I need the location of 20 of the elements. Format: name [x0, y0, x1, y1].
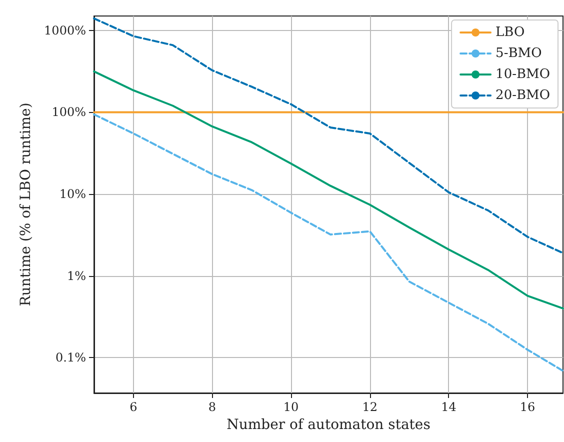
legend-label: LBO [496, 25, 525, 40]
legend-label: 20-BMO [496, 88, 550, 103]
line-series [93, 113, 564, 372]
x-tick-label: 8 [208, 400, 216, 414]
x-tick-label: 14 [441, 400, 457, 414]
y-tick-label: 10% [59, 187, 86, 202]
y-tick-label: 1000% [44, 23, 86, 38]
y-tick-label: 1% [66, 268, 86, 283]
y-tick-label: 0.1% [56, 350, 86, 365]
y-tick-label: 100% [52, 105, 86, 120]
line-series [93, 70, 564, 310]
x-tick-label: 16 [520, 400, 536, 414]
legend-label: 10-BMO [496, 67, 550, 82]
x-tick-label: 12 [362, 400, 378, 414]
line-series [93, 17, 564, 254]
legend-label: 5-BMO [496, 46, 542, 61]
x-tick-label: 6 [130, 400, 138, 414]
x-axis-title: Number of automaton states [226, 416, 430, 433]
x-tick-label: 10 [283, 400, 299, 414]
y-axis-title: Runtime (% of LBO runtime) [18, 102, 34, 306]
